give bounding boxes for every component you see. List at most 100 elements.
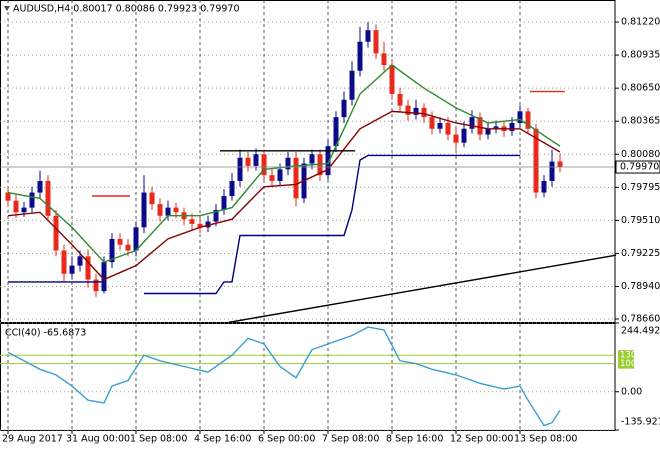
last-price-label: 0.79970 [620, 162, 659, 173]
candle-body [165, 207, 171, 216]
candle-body [117, 238, 123, 245]
candle-body [277, 169, 283, 181]
candle-body [61, 250, 67, 274]
candle-body [5, 192, 11, 201]
candle-body [101, 262, 107, 292]
indicator-line [8, 154, 520, 295]
chart-title: AUDUSD,H4 0.80017 0.80086 0.79923 0.7997… [13, 4, 240, 15]
candle-body [341, 99, 347, 118]
candle-body [477, 117, 483, 135]
candle-body [509, 122, 515, 132]
candle-body [221, 196, 227, 210]
x-tick-label: 8 Sep 16:00 [386, 434, 443, 445]
x-tick-label: 29 Aug 2017 [2, 434, 63, 445]
candle-body [381, 53, 387, 65]
x-tick-label: 12 Sep 00:00 [450, 434, 513, 445]
candle-body [445, 122, 451, 135]
candle-body [13, 200, 19, 213]
candle-body [189, 219, 195, 224]
y-tick-label: 0.80935 [621, 50, 660, 61]
price-frame [0, 0, 616, 323]
candle-body [133, 227, 139, 251]
y-tick-label: 0.78940 [621, 281, 660, 292]
x-tick-label: 31 Aug 00:00 [66, 434, 130, 445]
indicator-line [227, 254, 617, 324]
candle-body [493, 126, 499, 129]
candle-body [293, 157, 299, 199]
indicator-line [7, 326, 561, 427]
candle-body [205, 221, 211, 228]
cci-title: CCI(40) -65.6873 [5, 328, 86, 339]
candle-body [237, 157, 243, 181]
candle-body [85, 256, 91, 280]
x-tick-label: 6 Sep 00:00 [258, 434, 315, 445]
candle-body [525, 111, 531, 129]
y-tick-label: 0.81220 [621, 17, 660, 28]
candle-body [29, 192, 35, 208]
candle-body [269, 175, 275, 181]
candle-body [469, 117, 475, 129]
candle-body [485, 128, 491, 135]
candle-body [69, 265, 75, 274]
candle-body [157, 204, 163, 216]
y-tick-label: 0.79510 [621, 215, 660, 226]
candle-body [109, 238, 115, 263]
candle-body [141, 192, 147, 228]
candle-body [37, 180, 43, 193]
candle-body [429, 117, 435, 129]
candle-body [541, 180, 547, 193]
candle-body [149, 192, 155, 205]
candle-body [373, 30, 379, 54]
candle-body [77, 256, 83, 266]
y-tick-label: 0.00 [621, 386, 642, 397]
x-tick-label: 4 Sep 16:00 [194, 434, 251, 445]
x-tick-label: 7 Sep 08:00 [322, 434, 379, 445]
candle-body [173, 207, 179, 213]
candle-body [45, 180, 51, 216]
candle-body [557, 161, 563, 168]
x-tick-label: 13 Sep 08:00 [514, 434, 577, 445]
candle-body [421, 107, 427, 118]
level-label: 130 [620, 351, 636, 361]
candle-body [357, 41, 363, 71]
candle-body [21, 207, 27, 213]
candle-body [229, 180, 235, 197]
candle-body [549, 161, 555, 181]
candle-body [397, 93, 403, 106]
x-tick-label: 1 Sep 08:00 [130, 434, 187, 445]
candle-body [285, 157, 291, 170]
candle-body [213, 209, 219, 222]
last-price-box [615, 160, 660, 174]
candle-body [253, 154, 259, 166]
cci-frame [0, 323, 616, 431]
candle-body [333, 117, 339, 147]
candle-body [245, 157, 251, 166]
y-tick-label: 244.4924 [621, 326, 660, 337]
y-tick-label: 0.80650 [621, 83, 660, 94]
candle-body [453, 134, 459, 143]
indicator-line [7, 64, 561, 263]
candle-body [517, 111, 523, 123]
candle-body [365, 30, 371, 42]
candle-body [53, 215, 59, 251]
y-tick-label: 0.79225 [621, 248, 660, 259]
candle-body [389, 64, 395, 94]
candle-body [125, 244, 131, 251]
candle-body [461, 128, 467, 143]
candle-body [413, 107, 419, 115]
candle-body [405, 105, 411, 115]
candle-body [261, 154, 267, 176]
candle-body [533, 128, 539, 193]
candle-body [349, 70, 355, 100]
level-label: 100 [620, 359, 636, 369]
y-tick-label: 0.79795 [621, 182, 660, 193]
y-tick-label: 0.78660 [621, 313, 660, 324]
candle-body [437, 122, 443, 129]
candle-body [93, 279, 99, 292]
candle-body [325, 146, 331, 176]
candle-body [197, 223, 203, 228]
indicator-line [7, 110, 561, 281]
y-tick-label: 0.80080 [621, 149, 660, 160]
